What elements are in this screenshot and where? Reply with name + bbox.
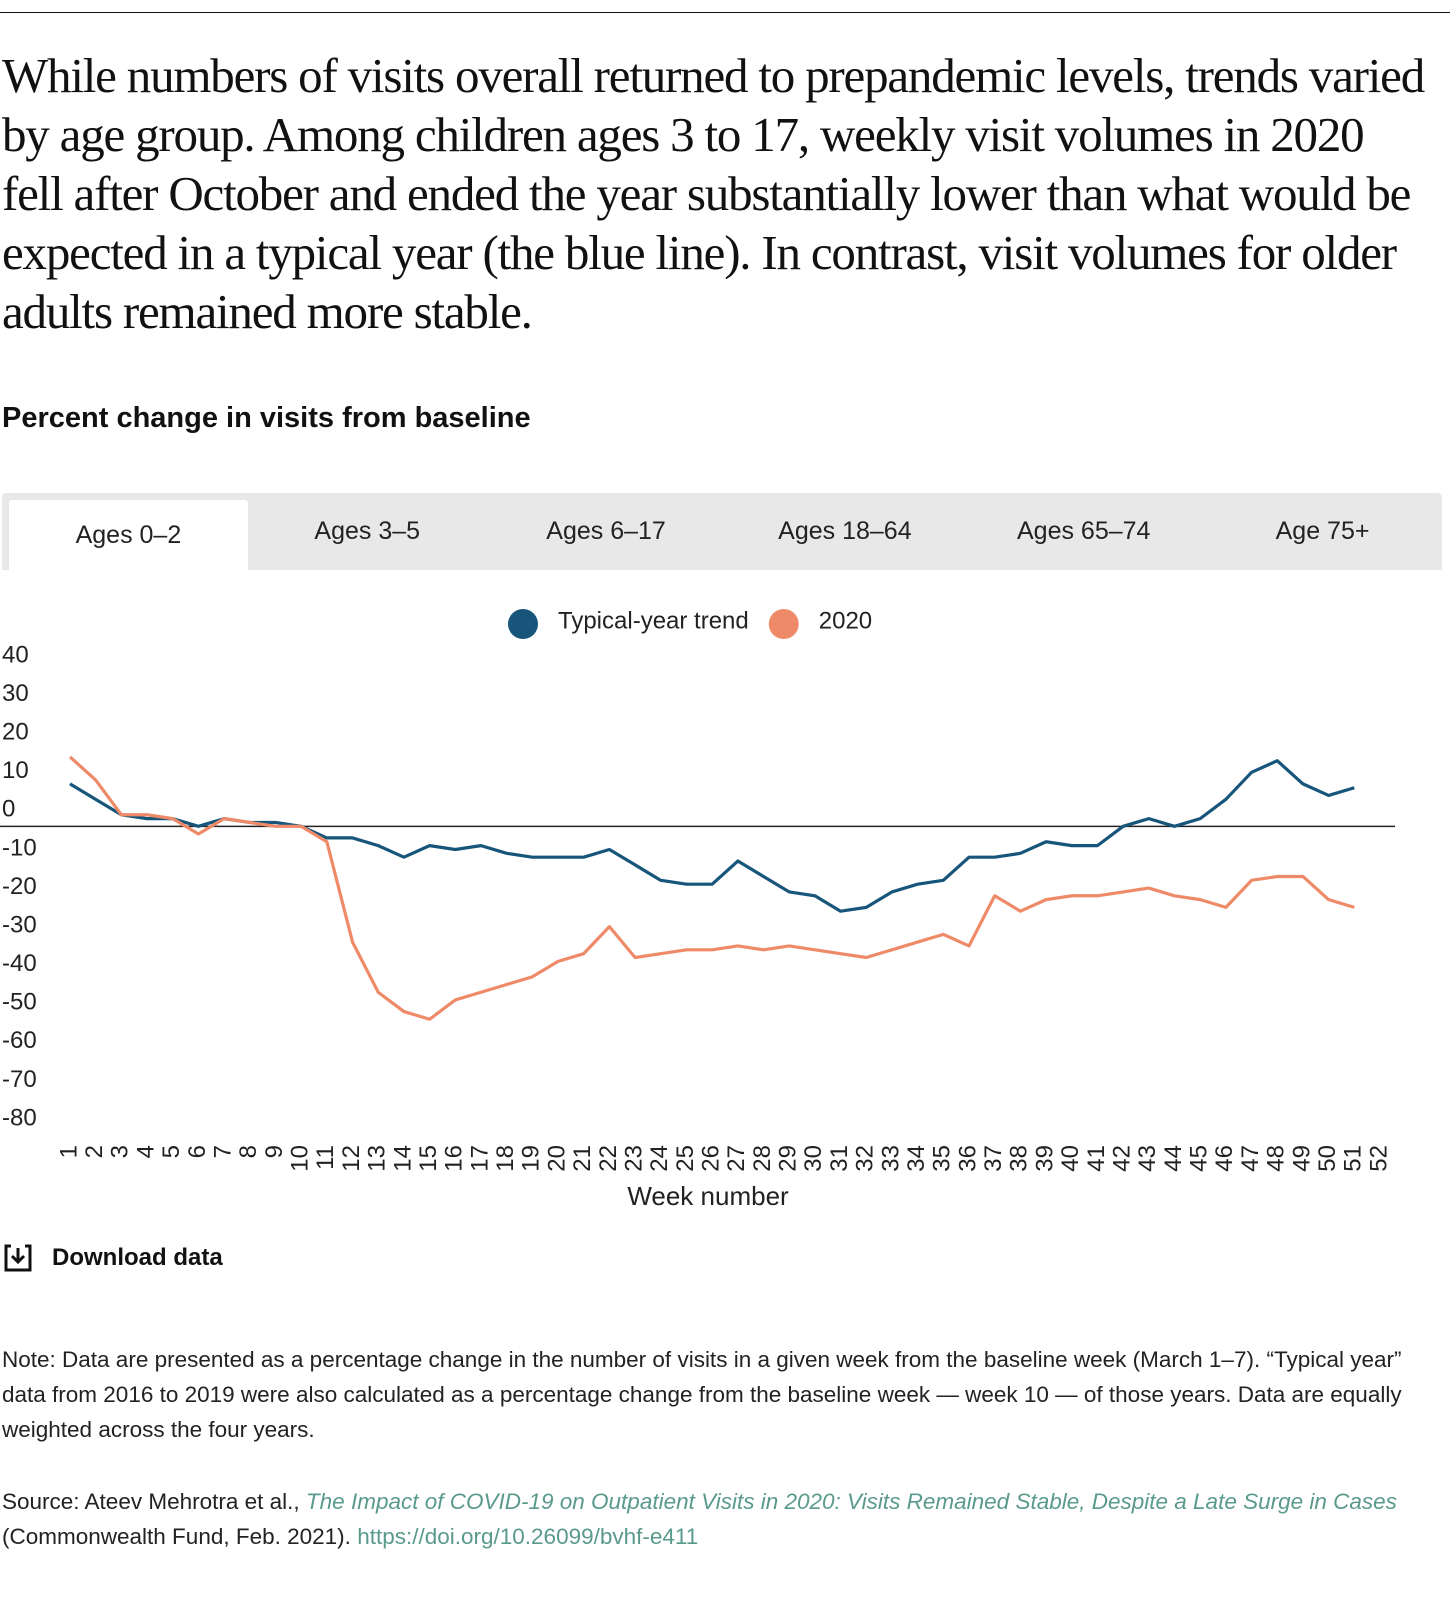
legend-swatch [768,609,799,639]
download-label: Download data [52,1244,223,1271]
x-tick-label: 50 [1314,1145,1341,1172]
y-tick-label: 20 [2,719,29,746]
x-tick-label: 1 [55,1145,82,1158]
tab[interactable]: Ages 65–74 [1017,517,1151,545]
x-tick-label: 22 [595,1145,622,1172]
x-tick-label: 5 [158,1145,185,1158]
tab[interactable]: Ages 3–5 [314,517,421,545]
x-tick-label: 43 [1134,1145,1161,1172]
series-line [68,755,1355,1021]
x-tick-label: 49 [1288,1145,1315,1172]
y-tick-label: -20 [2,873,37,900]
source-link[interactable]: https://doi.org/10.26099/bvhf-e411 [357,1524,699,1549]
x-tick-label: 20 [543,1145,570,1172]
source-title[interactable]: The Impact of COVID-19 on Outpatient Vis… [305,1489,1397,1514]
x-tick-label: 40 [1057,1145,1084,1172]
x-tick-label: 2 [81,1145,108,1158]
x-tick-label: 29 [775,1145,802,1172]
x-tick-label: 13 [364,1145,391,1172]
x-tick-label: 8 [235,1145,262,1158]
download-button[interactable]: Download data [2,1242,223,1274]
x-tick-label: 36 [954,1145,981,1172]
y-tick-label: -70 [2,1066,37,1093]
tab[interactable]: Ages 0–2 [9,500,248,570]
x-tick-label: 46 [1211,1145,1238,1172]
y-tick-label: 30 [2,680,29,707]
x-tick-label: 39 [1031,1145,1058,1172]
x-tick-label: 25 [672,1145,699,1172]
x-tick-label: 26 [698,1145,725,1172]
x-tick-label: 32 [852,1145,879,1172]
y-tick-label: 40 [2,641,29,668]
x-tick-label: 48 [1263,1145,1290,1172]
tab-bar: Ages 0–2 Ages 3–5 Ages 6–17 Ages 18–64 Ages … [2,493,1442,570]
x-tick-label: 47 [1237,1145,1264,1172]
x-tick-label: 41 [1083,1145,1110,1172]
legend-label: 2020 [819,607,872,634]
x-tick-label: 52 [1365,1145,1392,1172]
x-tick-label: 12 [338,1145,365,1172]
x-tick-label: 44 [1160,1145,1187,1172]
x-tick-label: 42 [1108,1145,1135,1172]
tab[interactable]: Ages 18–64 [778,517,912,545]
x-tick-label: 19 [518,1145,545,1172]
x-tick-label: 21 [569,1145,596,1172]
tab[interactable]: Ages 6–17 [546,517,666,545]
legend-swatch [508,609,538,639]
x-tick-label: 6 [184,1145,211,1158]
x-tick-label: 11 [312,1145,339,1170]
legend-label: Typical-year trend [558,607,749,634]
top-rule [0,12,1450,13]
source-publisher: (Commonwealth Fund, Feb. 2021). [2,1524,351,1549]
download-icon [4,1244,32,1272]
x-tick-label: 17 [466,1145,493,1172]
x-tick-label: 23 [620,1145,647,1172]
tab[interactable]: Age 75+ [1275,517,1370,545]
series-line [69,759,1355,913]
x-tick-label: 34 [903,1145,930,1172]
y-tick-label: -80 [2,1104,37,1131]
x-tick-label: 51 [1340,1145,1367,1172]
x-tick-label: 27 [723,1145,750,1172]
x-tick-label: 4 [132,1145,159,1158]
x-axis-label: Week number [627,1181,789,1211]
x-tick-label: 7 [209,1145,236,1158]
x-tick-label: 10 [287,1145,314,1172]
x-tick-label: 38 [1006,1145,1033,1172]
x-tick-label: 24 [646,1145,673,1172]
x-tick-label: 31 [826,1145,853,1172]
y-tick-label: -30 [2,911,37,938]
y-tick-label: 0 [2,796,15,823]
x-tick-label: 45 [1186,1145,1213,1172]
chart: Week number 40 30 20 10 0 -10 -20 -30 -40 -50 -60 -… [0,607,1395,1211]
x-tick-label: 15 [415,1145,442,1172]
y-tick-label: 10 [2,757,29,784]
x-tick-label: 37 [980,1145,1007,1172]
x-tick-label: 9 [261,1145,288,1158]
x-tick-label: 14 [389,1145,416,1172]
source-prefix: Source: Ateev Mehrotra et al., [2,1489,300,1514]
note: Note: Data are presented as a percentage… [2,1347,1402,1442]
source: Source: Ateev Mehrotra et al., The Impac… [2,1484,1422,1554]
x-tick-label: 16 [441,1145,468,1172]
y-tick-label: -60 [2,1027,37,1054]
x-tick-label: 35 [929,1145,956,1172]
x-tick-label: 30 [800,1145,827,1172]
y-tick-label: -10 [2,834,37,861]
x-tick-label: 18 [492,1145,519,1172]
x-tick-label: 3 [107,1145,134,1158]
x-tick-label: 33 [877,1145,904,1172]
y-tick-label: -40 [2,950,37,977]
chart-title: Percent change in visits from baseline [2,402,531,434]
y-tick-label: -50 [2,989,37,1016]
x-tick-label: 28 [749,1145,776,1172]
intro-text: While numbers of visits overall returned… [2,48,1425,339]
